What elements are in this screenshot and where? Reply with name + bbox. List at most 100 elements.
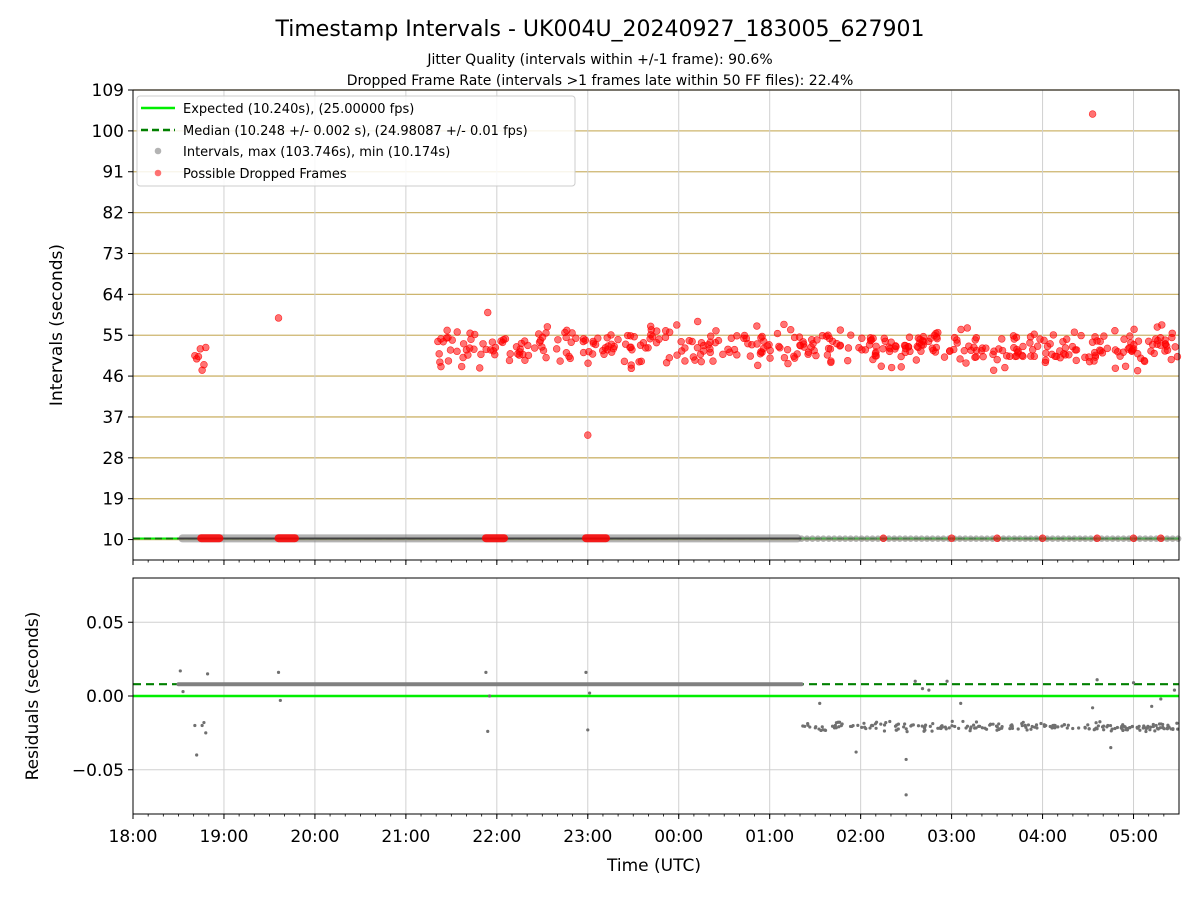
- residual-point: [819, 728, 823, 733]
- dropped-frame-point: [843, 356, 852, 365]
- dropped-frame-point: [693, 317, 702, 326]
- dropped-frame-point: [465, 344, 474, 352]
- dropped-frame-point: [780, 320, 788, 329]
- residual-point: [1060, 724, 1064, 728]
- residual-point: [1166, 723, 1170, 727]
- dropped-frame-point: [1157, 534, 1165, 542]
- residual-point: [1144, 729, 1148, 734]
- dropped-frame-point: [746, 352, 755, 360]
- residual-point: [1122, 724, 1126, 729]
- residual-point: [927, 688, 931, 692]
- dropped-frame-point: [753, 340, 761, 348]
- residual-point: [1065, 726, 1069, 730]
- dropped-frame-point: [623, 331, 632, 340]
- residual-point: [1098, 720, 1102, 724]
- dropped-frame-point: [506, 350, 514, 358]
- intervals-x-axis: [132, 560, 1165, 565]
- interval-point: [912, 535, 920, 542]
- dropped-frame-point: [1126, 332, 1134, 340]
- dropped-frame-point: [1116, 352, 1124, 360]
- dropped-frame-point: [554, 336, 562, 344]
- dropped-frame-point: [1133, 366, 1142, 375]
- dropped-frame-point: [1150, 349, 1158, 358]
- dropped-frame-cluster: [581, 534, 610, 543]
- interval-point: [891, 535, 898, 542]
- dropped-frame-point: [892, 342, 900, 351]
- residual-point: [193, 723, 197, 728]
- residual-point: [1151, 722, 1155, 727]
- dropped-frame-point: [993, 534, 1001, 542]
- residual-point: [888, 719, 892, 724]
- dropped-frame-point: [194, 352, 203, 361]
- dropped-frame-point: [1163, 346, 1172, 354]
- residual-point: [584, 670, 588, 675]
- residual-point: [1066, 723, 1070, 727]
- intervals-points: [178, 110, 1182, 543]
- residual-point: [1026, 723, 1031, 727]
- interval-point: [885, 535, 893, 542]
- dropped-frame-point: [796, 341, 805, 350]
- residual-point: [1102, 728, 1106, 732]
- residual-point: [923, 723, 928, 727]
- dropped-frame-point: [1042, 349, 1050, 357]
- dropped-frame-point: [563, 326, 571, 335]
- interval-point: [836, 535, 844, 542]
- dropped-frame-point: [706, 345, 714, 353]
- dropped-frame-point: [477, 350, 485, 359]
- legend-box: [136, 95, 576, 187]
- dropped-frame-point: [1033, 342, 1042, 350]
- dropped-frame-point: [727, 334, 736, 342]
- dropped-frame-point: [479, 340, 487, 348]
- interval-point: [1174, 535, 1182, 542]
- dropped-frame-point: [453, 328, 461, 336]
- dropped-frame-point: [809, 340, 817, 348]
- residual-point: [950, 724, 954, 728]
- interval-point: [901, 535, 909, 542]
- dropped-frame-point: [661, 327, 670, 335]
- residual-point: [195, 753, 199, 757]
- dropped-frame-point: [584, 431, 592, 439]
- dropped-frame-point: [453, 347, 461, 356]
- residual-point: [977, 724, 981, 728]
- dropped-frame-point: [1011, 352, 1020, 361]
- residual-point: [936, 726, 940, 730]
- dropped-frame-point: [879, 345, 887, 353]
- dropped-frame-point: [765, 341, 773, 349]
- residual-point: [1056, 725, 1060, 729]
- residual-point: [1042, 724, 1047, 729]
- residual-point: [902, 725, 906, 729]
- dropped-frame-point: [691, 356, 699, 364]
- dropped-frame-point: [1120, 335, 1128, 343]
- dropped-frame-point: [754, 361, 762, 370]
- dropped-frame-point: [855, 343, 863, 352]
- residual-point: [1086, 723, 1090, 727]
- residuals-y-tick-label: 0.05: [86, 613, 124, 633]
- residual-point: [864, 726, 868, 731]
- residual-point: [1120, 724, 1124, 728]
- residual-point: [971, 723, 976, 727]
- dropped-frame-point: [869, 355, 877, 364]
- x-tick-label: 03:00: [927, 827, 976, 847]
- residual-point: [995, 725, 999, 729]
- dropped-frame-point: [1010, 343, 1018, 352]
- dropped-frame-point: [773, 329, 782, 338]
- residual-point: [586, 728, 590, 732]
- dropped-frame-point: [1030, 352, 1039, 361]
- dropped-frame-point: [459, 340, 468, 348]
- dropped-frame-point: [1168, 333, 1176, 342]
- dropped-frame-point: [488, 338, 497, 346]
- dropped-frame-point: [827, 358, 835, 367]
- dropped-frame-point: [753, 322, 761, 330]
- x-tick-label: 20:00: [290, 827, 339, 847]
- dropped-frame-point: [699, 347, 708, 355]
- dropped-frame-point: [1001, 363, 1009, 372]
- residual-point: [1130, 724, 1134, 729]
- dropped-frame-point: [572, 334, 580, 342]
- interval-point: [1087, 535, 1095, 542]
- dropped-frame-point: [1048, 350, 1056, 359]
- dropped-frame-point: [742, 334, 751, 343]
- x-tick-label: 01:00: [745, 827, 794, 847]
- interval-point: [1076, 535, 1084, 542]
- dropped-frame-point: [1061, 344, 1070, 352]
- dropped-frame-point: [879, 534, 888, 542]
